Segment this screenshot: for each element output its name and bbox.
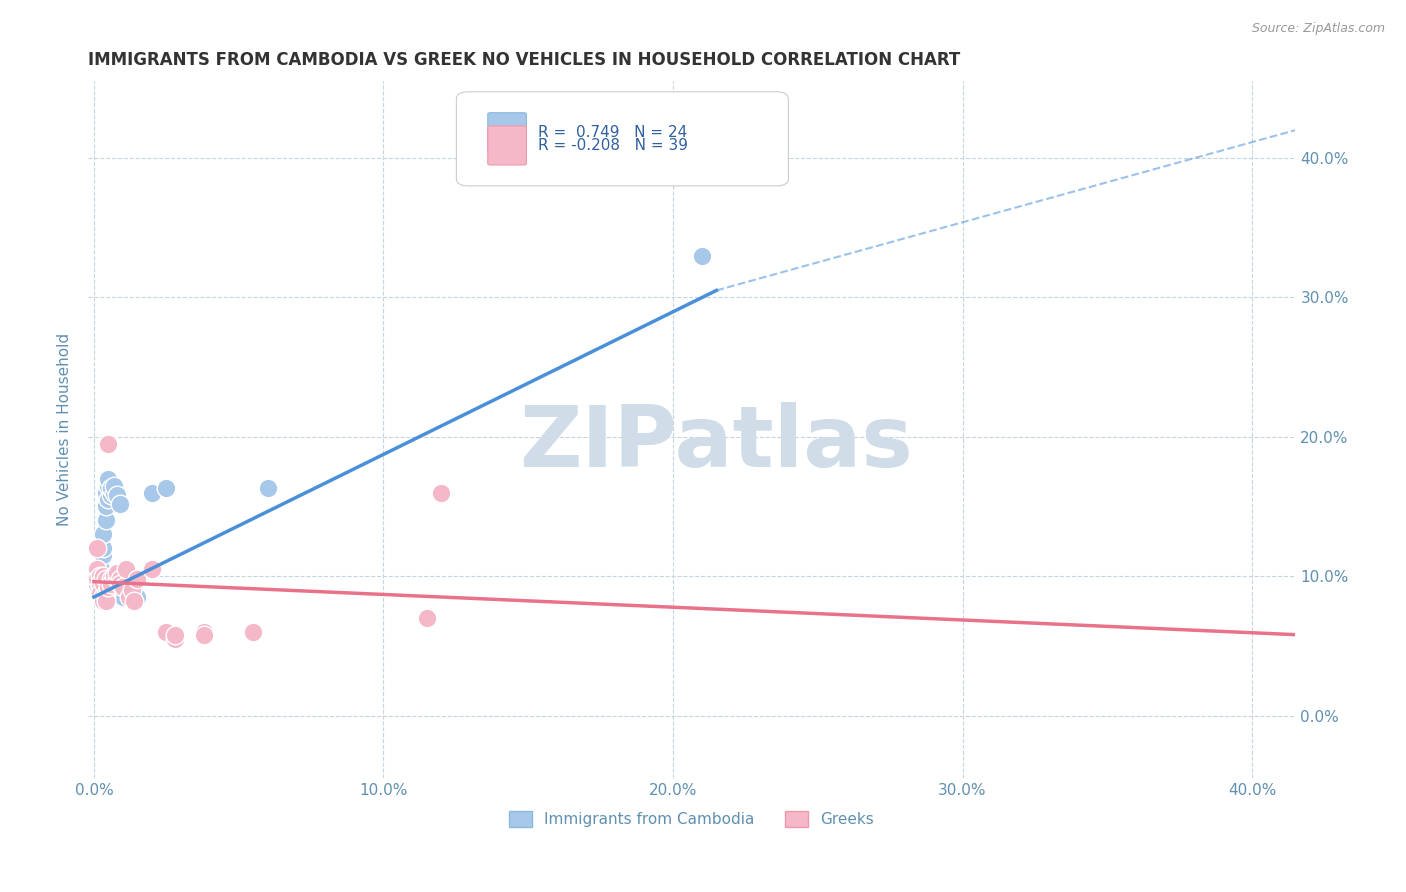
Point — [97, 580, 120, 594]
Point — [100, 577, 122, 591]
Point — [118, 590, 141, 604]
Point — [105, 566, 128, 581]
Point — [100, 572, 122, 586]
Point — [91, 576, 114, 591]
Point — [91, 594, 114, 608]
Y-axis label: No Vehicles in Household: No Vehicles in Household — [58, 334, 72, 526]
Point — [124, 594, 146, 608]
Point — [91, 548, 114, 562]
Point — [94, 594, 117, 608]
Point — [94, 500, 117, 514]
Point — [91, 541, 114, 556]
Point — [94, 572, 117, 586]
Text: R = -0.208   N = 39: R = -0.208 N = 39 — [538, 138, 689, 153]
Point — [100, 488, 122, 502]
Point — [89, 559, 111, 574]
Point — [94, 590, 117, 604]
Point — [89, 569, 111, 583]
Point — [86, 577, 108, 591]
Point — [114, 562, 136, 576]
Point — [163, 628, 186, 642]
Point — [108, 572, 131, 586]
Point — [91, 589, 114, 603]
Point — [111, 580, 134, 594]
Point — [97, 492, 120, 507]
Point — [97, 478, 120, 492]
Text: Source: ZipAtlas.com: Source: ZipAtlas.com — [1251, 22, 1385, 36]
Point — [89, 576, 111, 591]
Point — [105, 488, 128, 502]
Point — [121, 583, 143, 598]
Point — [103, 478, 125, 492]
Point — [86, 562, 108, 576]
Point — [94, 485, 117, 500]
Point — [256, 481, 278, 495]
Point — [127, 590, 149, 604]
Point — [89, 586, 111, 600]
Point — [155, 481, 177, 495]
Point — [100, 481, 122, 495]
Point — [94, 586, 117, 600]
Point — [97, 472, 120, 486]
FancyBboxPatch shape — [488, 112, 526, 152]
Point — [86, 541, 108, 556]
Point — [97, 436, 120, 450]
Point — [105, 572, 128, 586]
Point — [155, 624, 177, 639]
Point — [430, 485, 453, 500]
Legend: Immigrants from Cambodia, Greeks: Immigrants from Cambodia, Greeks — [503, 805, 880, 833]
Point — [242, 624, 264, 639]
Point — [89, 580, 111, 594]
Point — [141, 485, 163, 500]
Point — [91, 569, 114, 583]
Point — [89, 569, 111, 583]
Point — [193, 628, 215, 642]
Point — [86, 572, 108, 586]
FancyBboxPatch shape — [457, 92, 789, 186]
Point — [111, 590, 134, 604]
Text: ZIPatlas: ZIPatlas — [519, 402, 912, 485]
FancyBboxPatch shape — [488, 126, 526, 165]
Point — [108, 497, 131, 511]
Point — [163, 632, 186, 646]
Text: IMMIGRANTS FROM CAMBODIA VS GREEK NO VEHICLES IN HOUSEHOLD CORRELATION CHART: IMMIGRANTS FROM CAMBODIA VS GREEK NO VEH… — [89, 51, 960, 69]
Point — [127, 572, 149, 586]
Point — [690, 249, 713, 263]
Point — [103, 569, 125, 583]
Point — [103, 485, 125, 500]
Point — [416, 611, 439, 625]
Point — [108, 577, 131, 591]
Text: R =  0.749   N = 24: R = 0.749 N = 24 — [538, 125, 688, 140]
Point — [94, 513, 117, 527]
Point — [193, 624, 215, 639]
Point — [141, 562, 163, 576]
Point — [91, 527, 114, 541]
